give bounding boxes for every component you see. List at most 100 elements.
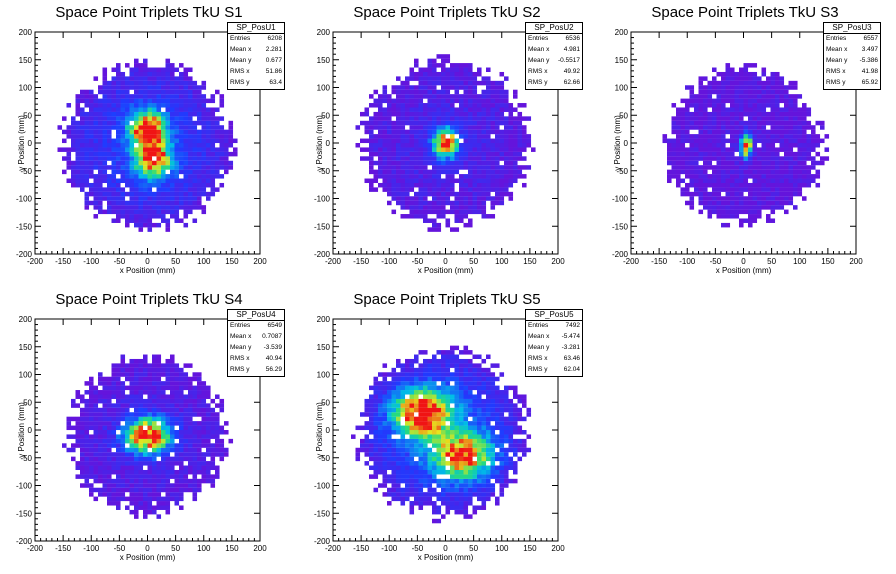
heatmap-bin <box>784 209 789 215</box>
heatmap-bin <box>201 398 207 404</box>
heatmap-bin <box>102 103 108 108</box>
heatmap-bin <box>80 394 85 399</box>
heatmap-bin <box>432 85 437 90</box>
heatmap-bin <box>427 403 433 408</box>
heatmap-bin <box>779 169 785 175</box>
heatmap-bin <box>436 421 442 426</box>
heatmap-bin <box>80 469 85 475</box>
heatmap-bin <box>98 434 103 439</box>
heatmap-bin <box>685 200 690 206</box>
heatmap-bin <box>134 191 139 197</box>
y-tick-label: -150 <box>314 222 331 231</box>
heatmap-bin <box>179 76 184 81</box>
heatmap-bin <box>721 89 726 95</box>
heatmap-bin <box>138 363 144 368</box>
heatmap-bin <box>143 89 148 95</box>
heatmap-bin <box>400 474 406 479</box>
heatmap-bin <box>125 174 130 179</box>
heatmap-bin <box>93 474 99 479</box>
heatmap-bin <box>387 138 392 144</box>
stats-row-mean-x: Mean x 4.981 <box>528 46 580 53</box>
heatmap-bin <box>147 218 153 223</box>
heatmap-bin <box>707 182 713 188</box>
heatmap-bin <box>197 398 202 404</box>
heatmap-bin <box>364 403 370 408</box>
heatmap-bin <box>495 143 500 148</box>
heatmap-bin <box>472 80 478 86</box>
heatmap-bin <box>770 107 776 112</box>
heatmap-bin <box>400 169 406 175</box>
heatmap-bin <box>107 209 112 215</box>
heatmap-bin <box>138 478 144 484</box>
heatmap-bin <box>152 85 157 90</box>
heatmap-bin <box>432 376 437 382</box>
heatmap-bin <box>450 478 455 484</box>
heatmap-bin <box>775 174 780 179</box>
heatmap-bin <box>156 443 162 448</box>
heatmap-bin <box>147 465 153 471</box>
heatmap-bin <box>400 129 406 135</box>
heatmap-bin <box>143 372 148 377</box>
heatmap-bin <box>152 222 157 228</box>
heatmap-bin <box>775 138 780 144</box>
heatmap-bin <box>66 151 72 157</box>
heatmap-bin <box>811 138 816 144</box>
heatmap-bin <box>418 496 424 502</box>
heatmap-bin <box>93 214 99 219</box>
heatmap-bin <box>174 421 180 426</box>
heatmap-bin <box>685 116 690 121</box>
heatmap-bin <box>165 358 171 364</box>
heatmap-bin <box>472 160 478 166</box>
heatmap-bin <box>454 107 460 112</box>
heatmap-bin <box>418 412 424 417</box>
heatmap-bin <box>436 430 442 435</box>
heatmap-bin <box>183 416 189 422</box>
heatmap-bin <box>129 151 135 157</box>
heatmap-bin <box>116 120 121 126</box>
heatmap-bin <box>143 222 148 228</box>
heatmap-bin <box>364 421 370 426</box>
heatmap-bin <box>486 103 491 108</box>
heatmap-bin <box>80 465 85 471</box>
heatmap-bin <box>752 205 758 210</box>
heatmap-bin <box>495 116 500 121</box>
heatmap-bin <box>161 187 166 192</box>
heatmap-bin <box>414 138 419 144</box>
heatmap-bin <box>170 394 175 399</box>
heatmap-bin <box>477 182 482 188</box>
heatmap-bin <box>170 438 175 444</box>
heatmap-bin <box>188 483 193 488</box>
heatmap-bin <box>165 94 171 99</box>
heatmap-bin <box>192 461 198 466</box>
heatmap-bin <box>689 151 695 157</box>
heatmap-bin <box>508 103 514 108</box>
heatmap-bin <box>450 63 455 68</box>
heatmap-bin <box>174 390 180 395</box>
heatmap-bin <box>188 80 193 86</box>
heatmap-bin <box>188 209 193 215</box>
heatmap-bin <box>156 209 162 215</box>
heatmap-bin <box>441 200 446 206</box>
heatmap-bin <box>418 452 424 457</box>
heatmap-bin <box>219 430 225 435</box>
heatmap-bin <box>793 160 798 166</box>
heatmap-bin <box>689 125 695 130</box>
heatmap-bin <box>373 116 379 121</box>
heatmap-bin <box>143 147 148 152</box>
heatmap-bin <box>441 496 446 502</box>
heatmap-bin <box>161 496 166 502</box>
heatmap-bin <box>116 218 121 223</box>
heatmap-bin <box>396 165 401 170</box>
heatmap-bin <box>716 138 722 144</box>
heatmap-bin <box>373 134 379 139</box>
heatmap-bin <box>102 80 108 86</box>
heatmap-bin <box>156 398 162 404</box>
heatmap-bin <box>170 134 175 139</box>
heatmap-bin <box>766 214 771 219</box>
heatmap-bin <box>418 483 424 488</box>
heatmap-bin <box>152 103 157 108</box>
heatmap-bin <box>445 381 451 386</box>
heatmap-bin <box>432 125 437 130</box>
heatmap-bin <box>414 147 419 152</box>
heatmap-bin <box>752 165 758 170</box>
